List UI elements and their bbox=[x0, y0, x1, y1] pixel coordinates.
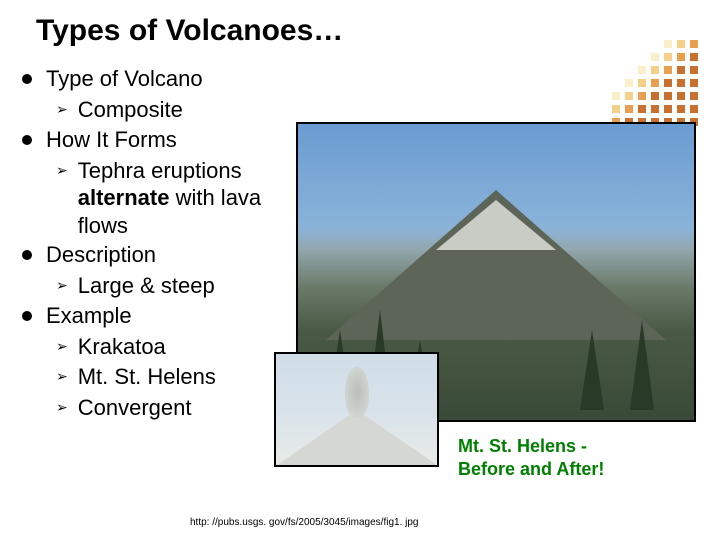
bullet-list: Type of Volcano ➢ Composite How It Forms ➢ Te… bbox=[22, 66, 317, 424]
item-text: Convergent bbox=[78, 394, 192, 422]
inset-volcano-image bbox=[274, 352, 439, 467]
heading-text: Example bbox=[46, 303, 132, 329]
chevron-icon: ➢ bbox=[56, 368, 68, 385]
list-heading: Example bbox=[22, 303, 317, 329]
bullet-icon bbox=[22, 135, 32, 145]
bullet-icon bbox=[22, 74, 32, 84]
list-heading: Type of Volcano bbox=[22, 66, 317, 92]
chevron-icon: ➢ bbox=[56, 101, 68, 118]
list-heading: How It Forms bbox=[22, 127, 317, 153]
image-caption: Mt. St. Helens - Before and After! bbox=[458, 435, 604, 480]
bullet-icon bbox=[22, 250, 32, 260]
list-item: ➢ Composite bbox=[56, 96, 317, 124]
chevron-icon: ➢ bbox=[56, 277, 68, 294]
source-url: http: //pubs.usgs. gov/fs/2005/3045/imag… bbox=[190, 517, 418, 528]
list-item: ➢ Tephra eruptions alternate with lava fl… bbox=[56, 157, 317, 240]
item-text: Large & steep bbox=[78, 272, 215, 300]
item-text: Mt. St. Helens bbox=[78, 363, 216, 391]
heading-text: How It Forms bbox=[46, 127, 177, 153]
list-item: ➢ Large & steep bbox=[56, 272, 317, 300]
item-text: Tephra eruptions alternate with lava flo… bbox=[78, 157, 317, 240]
item-text: Krakatoa bbox=[78, 333, 166, 361]
chevron-icon: ➢ bbox=[56, 338, 68, 355]
list-heading: Description bbox=[22, 242, 317, 268]
heading-text: Description bbox=[46, 242, 156, 268]
image-area bbox=[296, 122, 716, 422]
chevron-icon: ➢ bbox=[56, 399, 68, 416]
item-text: Composite bbox=[78, 96, 183, 124]
bullet-icon bbox=[22, 311, 32, 321]
chevron-icon: ➢ bbox=[56, 162, 68, 179]
heading-text: Type of Volcano bbox=[46, 66, 203, 92]
decorative-dot-grid bbox=[612, 40, 700, 128]
